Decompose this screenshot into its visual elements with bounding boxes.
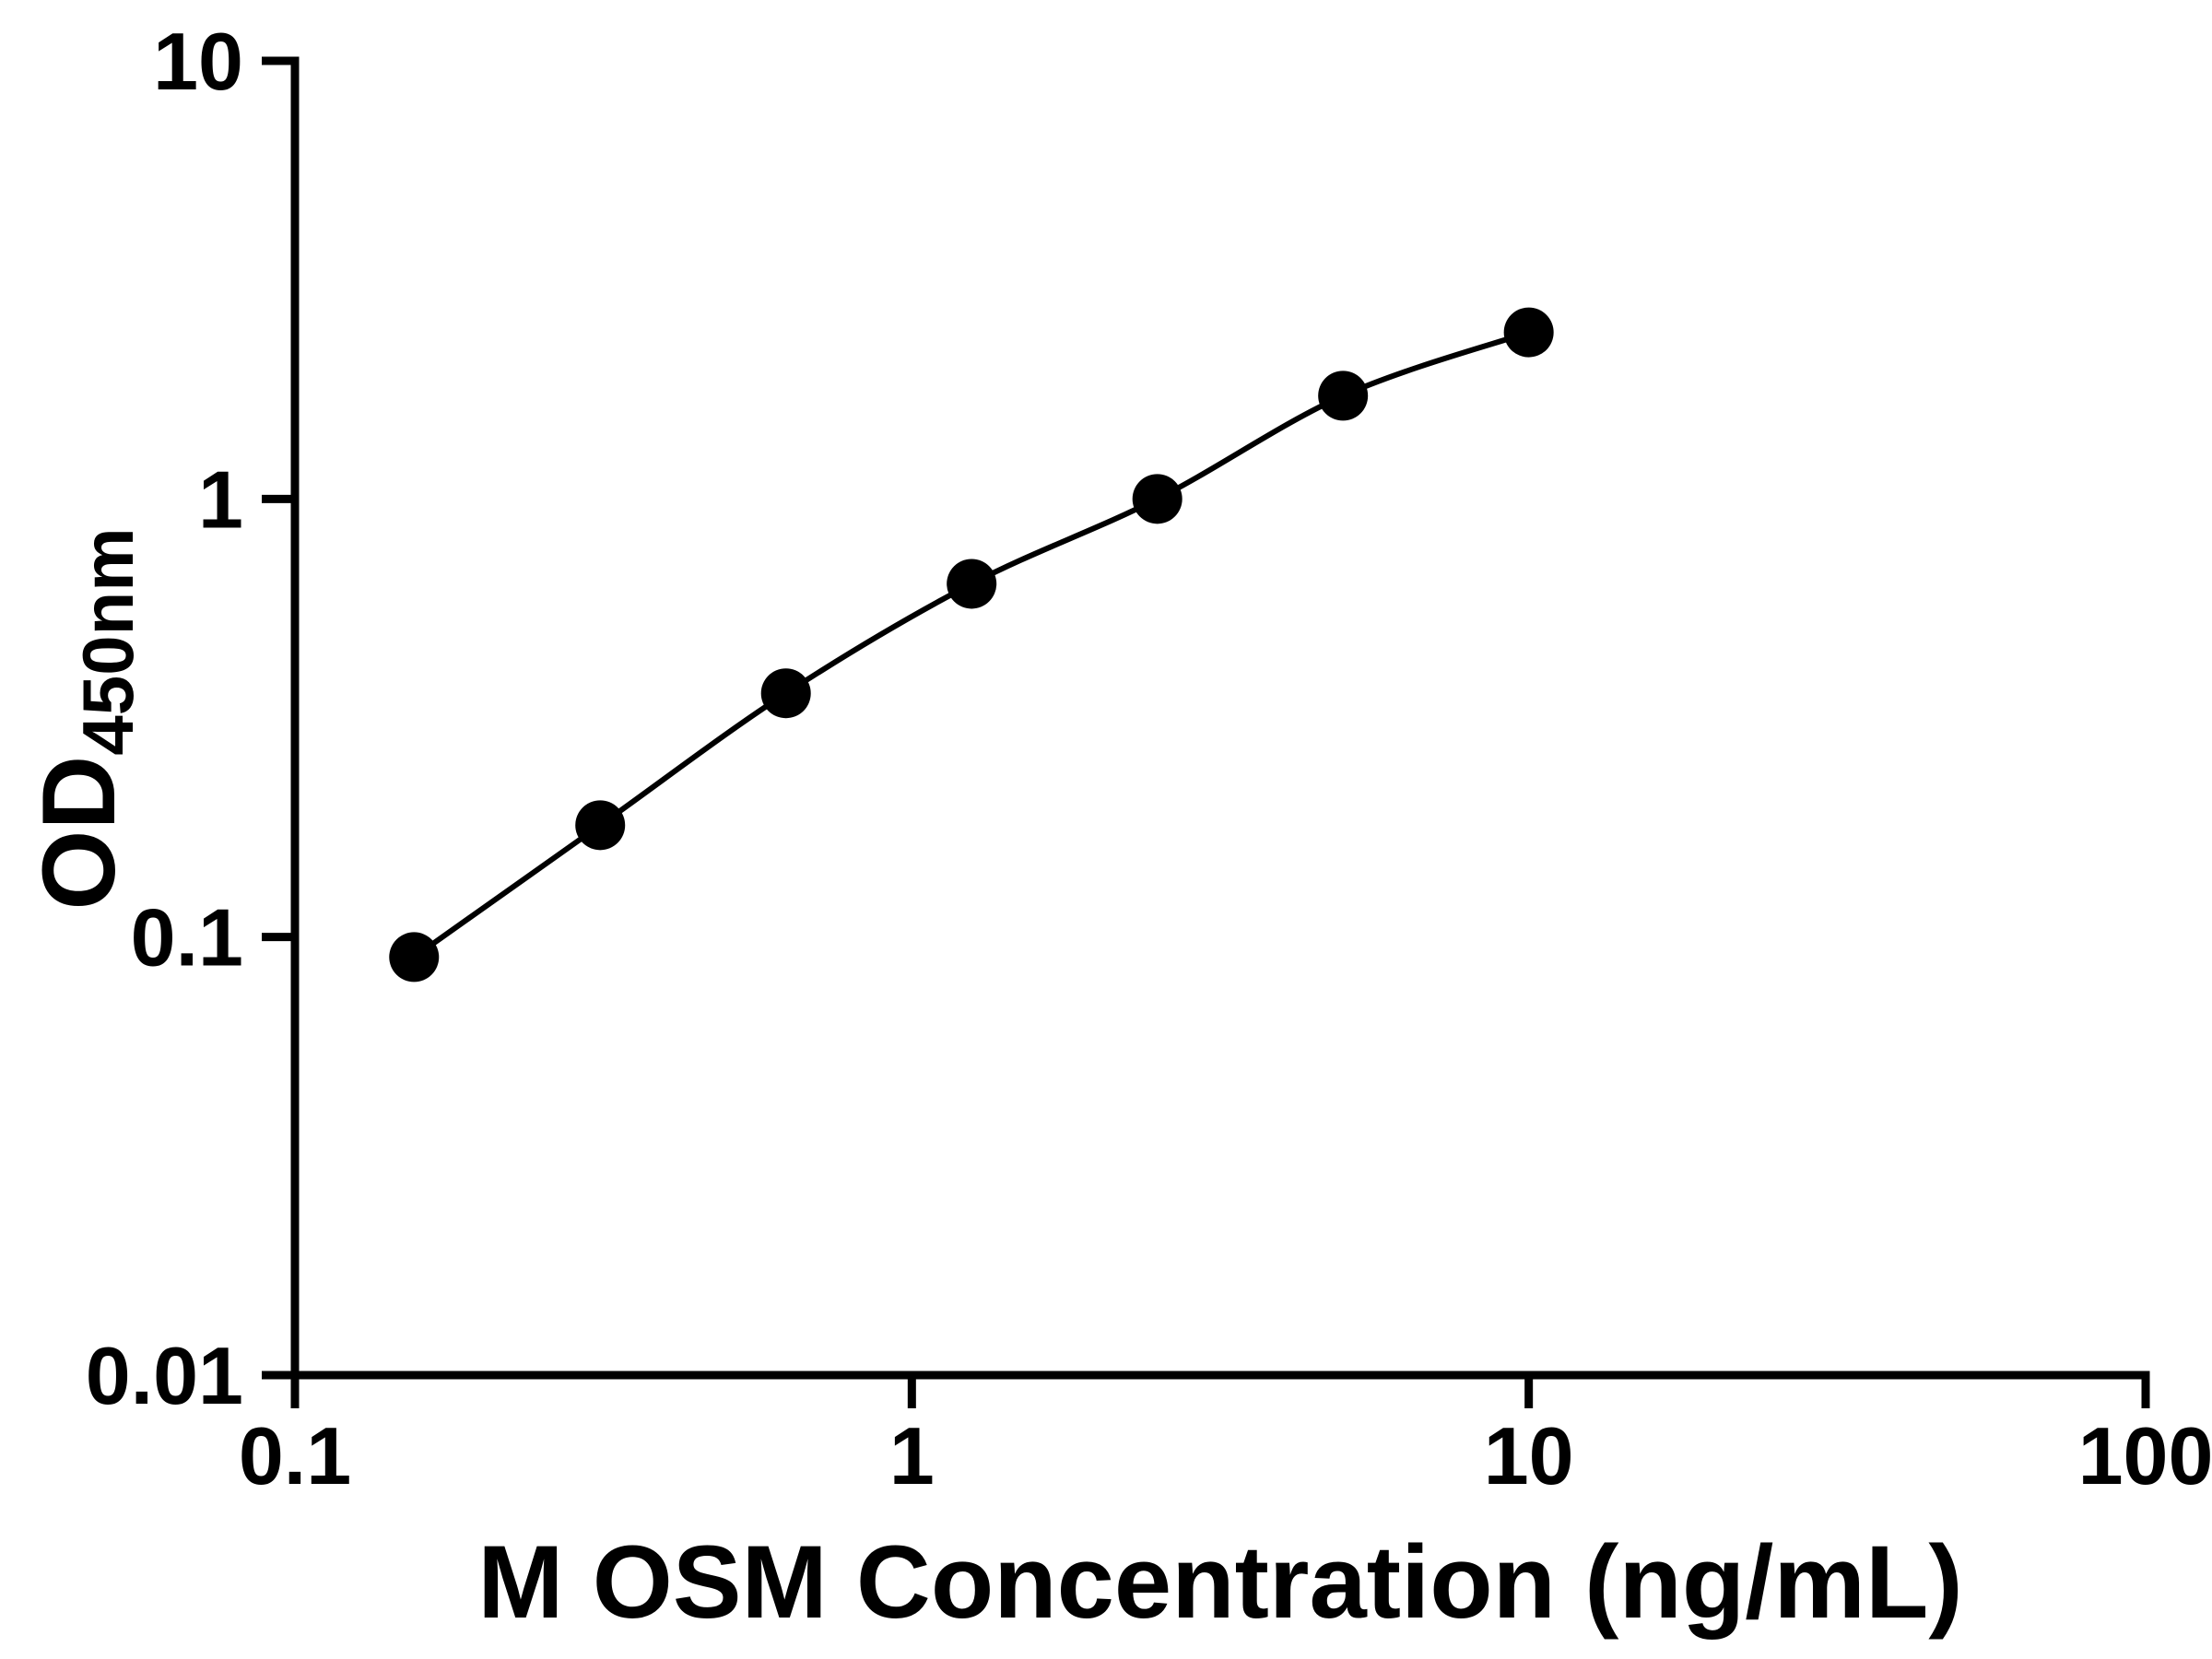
data-point-marker [389, 932, 440, 982]
data-point-marker [760, 668, 811, 719]
x-tick-label: 10 [1484, 1410, 1574, 1501]
y-axis-title: OD450nm [19, 527, 150, 910]
data-point-marker [1503, 307, 1554, 358]
axes-frame [290, 56, 2150, 1380]
y-tick-label: 10 [153, 16, 243, 107]
y-tick-label: 0.1 [131, 892, 243, 983]
data-point-marker [1318, 371, 1369, 421]
x-tick-label: 100 [2078, 1410, 2212, 1501]
x-tick-label: 1 [889, 1410, 935, 1501]
y-axis-title-main: OD [21, 755, 136, 911]
x-axis-title: M OSM Concentration (ng/mL) [477, 1524, 1963, 1640]
y-tick-label: 1 [198, 453, 243, 545]
y-axis-title-subscript: 450nm [67, 527, 148, 756]
data-point-marker [1132, 474, 1182, 524]
x-tick-label: 0.1 [239, 1410, 351, 1501]
y-tick-label: 0.01 [86, 1330, 243, 1421]
data-point-marker [947, 559, 997, 609]
data-point-marker [575, 800, 626, 851]
standard-curve-line [412, 329, 1530, 959]
